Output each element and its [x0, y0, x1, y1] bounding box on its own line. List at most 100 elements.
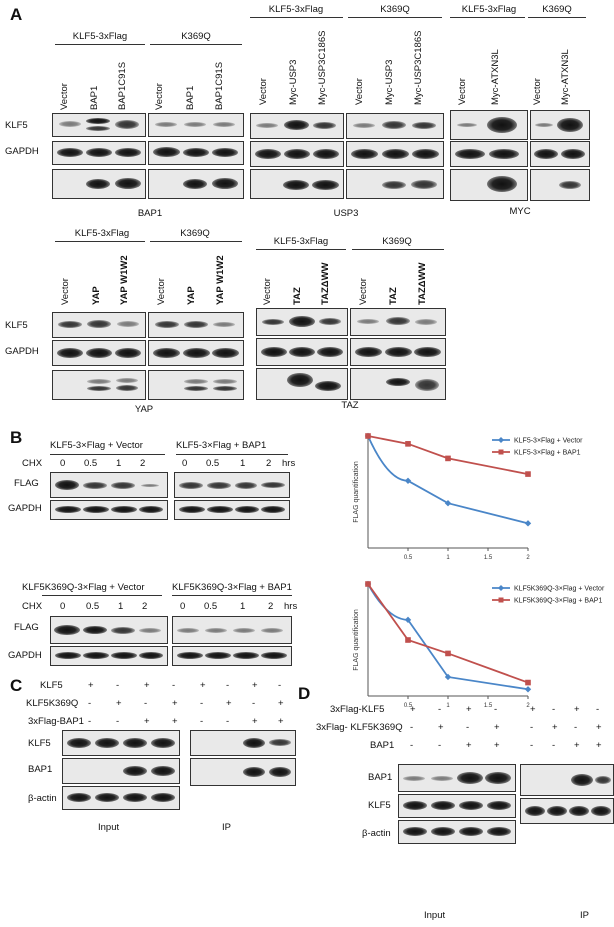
lane-label: Vector — [457, 78, 468, 105]
blot-bap1 — [148, 169, 244, 199]
condition-sign: - — [252, 698, 256, 709]
group-label: K369Q — [380, 4, 410, 15]
lane-label: TAZΔWW — [417, 262, 428, 305]
blot-klf5 — [250, 113, 344, 139]
lane-label: BAP1 — [185, 85, 196, 110]
blot-gapdh — [50, 500, 168, 520]
condition-sign: + — [552, 722, 558, 733]
lane-label: Myc-USP3C186S — [413, 30, 424, 105]
blot-gapdh — [52, 141, 146, 165]
condition-sign: + — [596, 740, 602, 751]
blot-gapdh — [148, 340, 244, 366]
hrs-label: hrs — [282, 458, 296, 469]
group-label: K369Q — [382, 236, 412, 247]
row-label-klf5: KLF5 — [368, 800, 391, 811]
row-label-flag: FLAG — [14, 622, 39, 633]
legend-label: KLF5-3×Flag + BAP1 — [514, 450, 581, 457]
blot-klf5 — [52, 312, 146, 338]
time-label: 1 — [240, 458, 246, 469]
group-label: KLF5-3xFlag — [72, 31, 128, 42]
condition-sign: + — [438, 722, 444, 733]
hrs-label: hrs — [284, 601, 298, 612]
condition-sign: - — [438, 704, 442, 715]
row-label-klf5: KLF5 — [5, 120, 28, 131]
input-label: Input — [98, 822, 120, 833]
x-tick-label: 2 — [526, 555, 530, 561]
condition-sign: + — [278, 698, 284, 709]
legend-marker — [498, 585, 504, 591]
group-label: KLF5-3xFlag — [273, 236, 329, 247]
series-line — [367, 435, 529, 525]
blot-klf5 — [450, 110, 528, 140]
lane-label: TAZΔWW — [320, 262, 331, 305]
condition-sign: - — [116, 716, 120, 727]
panel-d-label: D — [298, 684, 311, 703]
flag-quant-chart-bottom: 0.5 1 1.5 2 FLAG quantification KLF5K369Q-3×F… — [353, 580, 605, 709]
condition-sign: - — [466, 722, 470, 733]
x-tick-label: 0.5 — [404, 703, 413, 709]
group-label: KLF5-3×Flag + BAP1 — [176, 440, 267, 451]
legend-marker — [498, 437, 504, 443]
blot-usp3 — [346, 169, 444, 199]
blot-gapdh — [52, 340, 146, 366]
y-axis-label: FLAG quantification — [353, 461, 360, 523]
condition-sign: + — [252, 716, 258, 727]
legend-marker — [498, 597, 504, 603]
lane-label: TAZ — [388, 287, 399, 305]
row-label-klf5: KLF5 — [28, 738, 51, 749]
blot-gapdh — [250, 141, 344, 167]
lane-label: YAP — [186, 286, 197, 305]
group-label: KLF5-3×Flag + Vector — [50, 440, 143, 451]
blot-bap1-ip — [520, 764, 614, 796]
blot-usp3 — [250, 169, 344, 199]
lane-label: TAZ — [292, 287, 303, 305]
time-label: 2 — [142, 601, 148, 612]
blot-taz — [256, 368, 348, 400]
condition-sign: + — [466, 704, 472, 715]
time-label: 2 — [266, 458, 272, 469]
lane-label: BAP1 — [89, 85, 100, 110]
lane-label: Myc-ATXN3L — [490, 49, 501, 105]
blot-bap1-input — [62, 758, 180, 784]
time-label: 1 — [116, 458, 122, 469]
condition-sign: + — [116, 698, 122, 709]
group-label: K369Q — [542, 4, 572, 15]
blot-gapdh — [346, 141, 444, 167]
lane-label: Vector — [156, 278, 167, 305]
series-line — [367, 435, 529, 475]
data-point — [445, 455, 451, 462]
group-label: K369Q — [180, 228, 210, 239]
lane-label: YAP — [91, 286, 102, 305]
blot-gapdh — [148, 141, 244, 165]
condition-sign: + — [172, 698, 178, 709]
blot-yap — [148, 370, 244, 400]
group-label: KLF5-3xFlag — [74, 228, 130, 239]
data-point — [524, 686, 532, 693]
lane-label: Vector — [154, 83, 165, 110]
condition-sign: - — [200, 716, 204, 727]
data-point — [524, 520, 532, 527]
blot-yap — [52, 370, 146, 400]
condition-sign: + — [144, 716, 150, 727]
condition-sign: + — [226, 698, 232, 709]
data-point — [365, 581, 371, 587]
lane-label: BAP1C91S — [117, 61, 128, 110]
group-label: KLF5K369Q-3×Flag + Vector — [22, 582, 145, 593]
chx-label: CHX — [22, 601, 43, 612]
panel-a-label: A — [10, 5, 23, 24]
blot-klf5-input — [62, 730, 180, 756]
time-label: 2 — [140, 458, 146, 469]
condition-sign: + — [574, 704, 580, 715]
blot-klf5-ip — [190, 730, 296, 756]
time-label: 2 — [268, 601, 274, 612]
lane-label: YAP W1W2 — [215, 255, 226, 305]
condition-sign: + — [172, 716, 178, 727]
row-label-bap1: BAP1 — [368, 772, 393, 783]
blot-gapdh — [256, 338, 348, 366]
row-label-gapdh: GAPDH — [8, 503, 42, 514]
input-label: Input — [424, 910, 446, 921]
condition-sign: - — [410, 740, 414, 751]
blot-caption: TAZ — [341, 400, 359, 411]
condition-label: KLF5 — [40, 680, 63, 691]
blot-caption: MYC — [509, 206, 531, 217]
